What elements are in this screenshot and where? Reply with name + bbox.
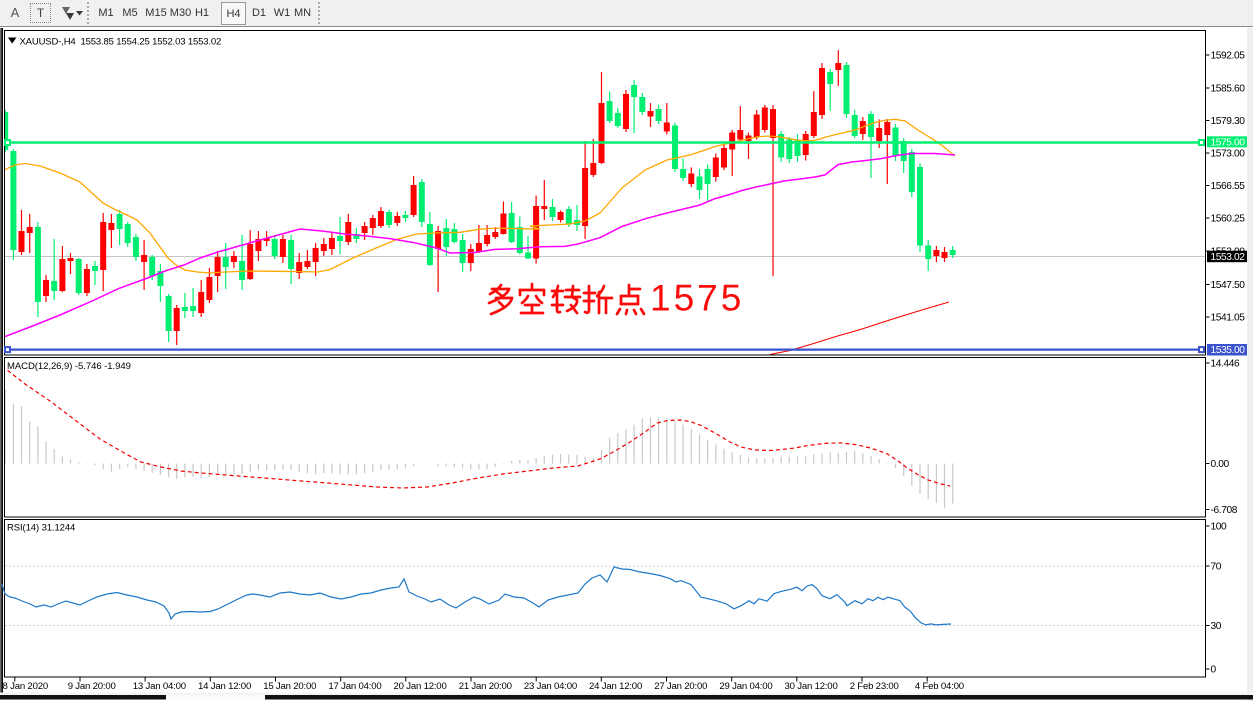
svg-text:24 Jan 12:00: 24 Jan 12:00: [589, 681, 642, 692]
svg-text:1566.55: 1566.55: [1211, 181, 1246, 192]
svg-text:MACD(12,26,9) -5.746 -1.949: MACD(12,26,9) -5.746 -1.949: [7, 361, 131, 372]
svg-text:1592.05: 1592.05: [1211, 51, 1246, 62]
svg-text:1560.25: 1560.25: [1211, 214, 1246, 225]
svg-text:XAUUSD-,H4 1553.85 1554.25 15: XAUUSD-,H4 1553.85 1554.25 1552.03 1553.…: [20, 37, 222, 48]
svg-text:17 Jan 04:00: 17 Jan 04:00: [328, 681, 381, 692]
svg-text:30 Jan 12:00: 30 Jan 12:00: [785, 681, 838, 692]
svg-text:RSI(14) 31.1244: RSI(14) 31.1244: [7, 523, 75, 534]
svg-text:100: 100: [1211, 522, 1228, 533]
svg-text:1547.50: 1547.50: [1211, 280, 1246, 291]
svg-text:1535.00: 1535.00: [1211, 345, 1246, 356]
svg-text:29 Jan 04:00: 29 Jan 04:00: [719, 681, 772, 692]
svg-text:2 Feb 23:00: 2 Feb 23:00: [850, 681, 899, 692]
svg-text:20 Jan 12:00: 20 Jan 12:00: [394, 681, 447, 692]
svg-text:1573.00: 1573.00: [1211, 149, 1246, 160]
svg-text:23 Jan 04:00: 23 Jan 04:00: [524, 681, 577, 692]
svg-text:14.446: 14.446: [1211, 359, 1240, 370]
svg-text:1541.05: 1541.05: [1211, 313, 1246, 324]
svg-text:1579.30: 1579.30: [1211, 116, 1246, 127]
svg-text:1553.02: 1553.02: [1211, 252, 1246, 263]
svg-text:1585.60: 1585.60: [1211, 84, 1246, 95]
svg-text:21 Jan 20:00: 21 Jan 20:00: [459, 681, 512, 692]
svg-text:0: 0: [1211, 665, 1217, 676]
svg-text:70: 70: [1211, 562, 1222, 573]
svg-text:9 Jan 20:00: 9 Jan 20:00: [68, 681, 116, 692]
svg-text:4 Feb 04:00: 4 Feb 04:00: [915, 681, 964, 692]
svg-text:0.00: 0.00: [1211, 459, 1230, 470]
svg-text:13 Jan 04:00: 13 Jan 04:00: [133, 681, 186, 692]
svg-text:-6.708: -6.708: [1211, 505, 1238, 516]
svg-text:1575.00: 1575.00: [1211, 137, 1246, 148]
svg-text:14 Jan 12:00: 14 Jan 12:00: [198, 681, 251, 692]
svg-text:1575: 1575: [650, 278, 744, 319]
svg-text:30: 30: [1211, 621, 1222, 632]
svg-text:15 Jan 20:00: 15 Jan 20:00: [263, 681, 316, 692]
svg-text:8 Jan 2020: 8 Jan 2020: [3, 681, 48, 692]
svg-text:27 Jan 20:00: 27 Jan 20:00: [654, 681, 707, 692]
